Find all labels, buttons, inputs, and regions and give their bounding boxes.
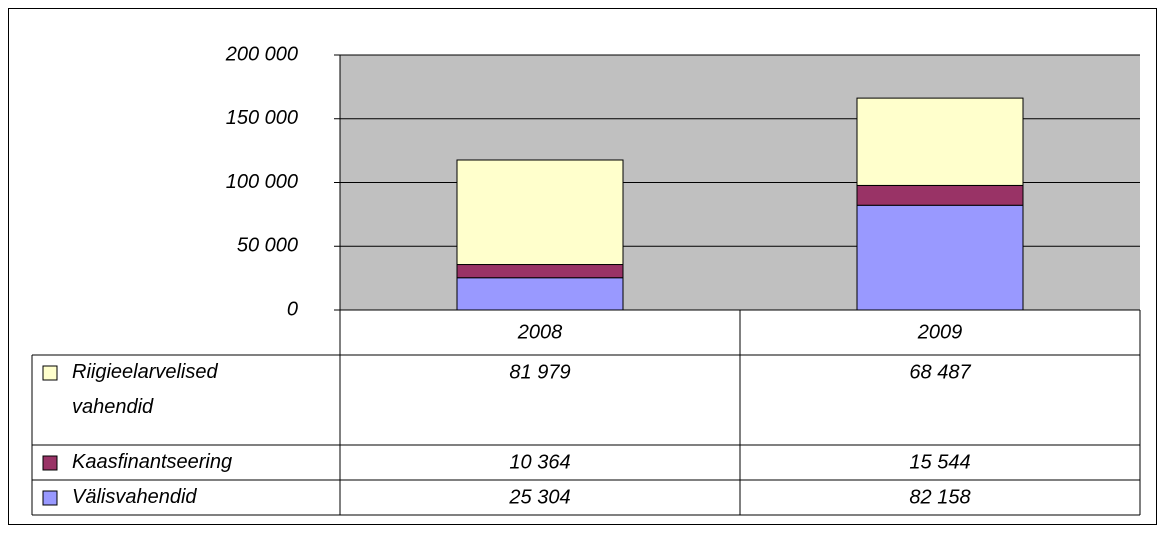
legend-label: Välisvahendid [72,486,197,508]
y-tick-label: 50 000 [237,235,298,257]
x-tick-label: 2009 [917,321,963,343]
value-label: 10 364 [509,451,570,473]
frame [8,8,1157,525]
bar-segment [456,159,624,266]
value-label: 81 979 [509,361,570,383]
bar-segment [856,204,1024,311]
y-tick-label: 100 000 [226,171,298,193]
y-tick-label: 150 000 [226,107,298,129]
y-tick-label: 0 [287,298,298,320]
value-label: 15 544 [909,451,970,473]
value-label: 82 158 [909,486,970,508]
y-tick-label: 200 000 [225,43,298,65]
legend-swatch [42,365,58,381]
legend-swatch [42,455,58,471]
bar-segment [856,184,1024,206]
legend-label: Kaasfinantseering [72,451,233,473]
legend-swatch [42,490,58,506]
value-label: 25 304 [508,486,570,508]
value-label: 68 487 [909,361,971,383]
bar-segment [856,97,1024,186]
bar-segment [456,277,624,311]
legend-label: Riigieelarvelised vahendid [72,361,218,418]
x-tick-label: 2008 [517,321,563,343]
bar-segment [456,264,624,279]
